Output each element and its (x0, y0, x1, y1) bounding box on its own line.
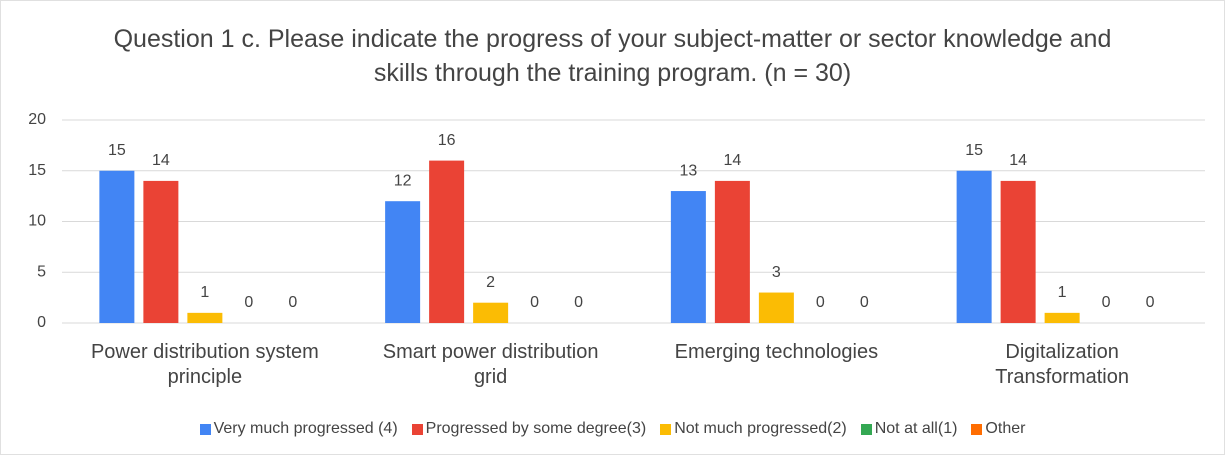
legend-label: Other (985, 420, 1026, 437)
legend-label: Not much progressed(2) (674, 420, 847, 437)
legend: Very much progressed (4) Progressed by so… (0, 420, 1225, 438)
data-label: 16 (438, 132, 456, 149)
data-label: 15 (108, 142, 126, 159)
data-label: 2 (486, 274, 495, 291)
x-tick-label: Emerging technologies (674, 341, 879, 363)
bar (670, 191, 706, 323)
data-label: 0 (1102, 294, 1111, 311)
legend-swatch (860, 423, 872, 435)
data-label: 0 (574, 294, 583, 311)
data-label: 15 (965, 142, 983, 159)
data-label: 1 (1058, 284, 1067, 301)
bar (429, 160, 465, 323)
bar (758, 292, 794, 323)
data-label: 13 (679, 162, 697, 179)
data-label: 0 (530, 294, 539, 311)
x-tick-label: Power distribution system principle (90, 341, 319, 388)
data-label: 1 (200, 284, 209, 301)
y-tick-label: 15 (28, 162, 46, 179)
y-tick-label: 5 (37, 263, 46, 280)
data-label: 14 (152, 152, 170, 169)
bar (99, 170, 135, 323)
bar (714, 180, 750, 323)
bar (143, 180, 179, 323)
legend-swatch (660, 423, 672, 435)
legend-label: Progressed by some degree(3) (425, 420, 647, 437)
data-label: 14 (723, 152, 741, 169)
bar (956, 170, 992, 323)
legend-swatch (199, 423, 211, 435)
y-tick-label: 10 (28, 213, 46, 230)
bar (385, 201, 421, 323)
legend-label: Not at all(1) (874, 420, 958, 437)
y-tick-label: 0 (37, 314, 46, 331)
legend-label: Very much progressed (4) (213, 420, 398, 437)
legend-item: Other (971, 420, 1025, 438)
x-tick-label: Digitalization Transformation (995, 341, 1129, 388)
chart-title: Question 1 c. Please indicate the progre… (113, 25, 1112, 87)
data-label: 12 (394, 172, 412, 189)
data-label: 14 (1009, 152, 1027, 169)
x-tick-label: Smart power distribution grid (382, 341, 599, 388)
legend-item: Progressed by some degree(3) (411, 420, 647, 438)
data-label: 0 (288, 294, 297, 311)
bar (1044, 312, 1080, 323)
legend-swatch (971, 423, 983, 435)
data-label: 0 (244, 294, 253, 311)
y-tick-label: 20 (28, 111, 46, 128)
data-label: 0 (816, 294, 825, 311)
bar (1000, 180, 1036, 323)
legend-item: Not at all(1) (860, 420, 958, 438)
bar (187, 312, 223, 323)
data-label: 0 (1146, 294, 1155, 311)
data-label: 3 (772, 264, 781, 281)
legend-item: Very much progressed (4) (199, 420, 398, 438)
data-label: 0 (860, 294, 869, 311)
bar (473, 302, 509, 323)
legend-swatch (411, 423, 423, 435)
legend-item: Not much progressed(2) (660, 420, 847, 438)
